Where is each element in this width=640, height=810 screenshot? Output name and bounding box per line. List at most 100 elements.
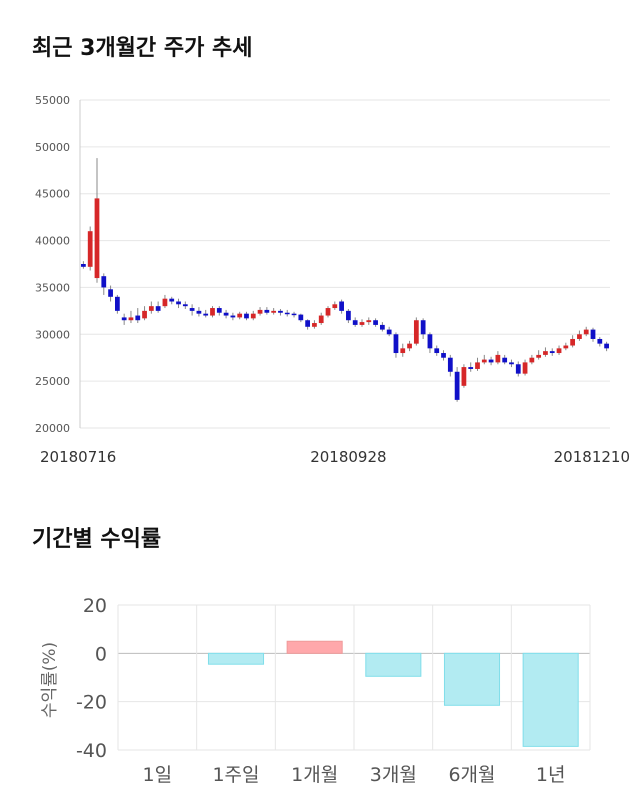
candle-body: [162, 298, 168, 307]
return-bar: [522, 652, 579, 747]
returns-x-axis: 1일 1주일 1개월 3개월 6개월 1년: [143, 764, 566, 786]
returns-bars: [207, 640, 579, 747]
candle-body: [264, 309, 270, 313]
returns-y-tick-label: 20: [83, 595, 107, 617]
candle-body: [427, 334, 433, 349]
candle-body: [522, 362, 528, 374]
candle-body: [359, 322, 365, 325]
returns-y-tick-label: 0: [95, 643, 107, 665]
candle-body: [339, 301, 344, 311]
candle-body: [325, 308, 331, 316]
candle-body: [413, 320, 419, 344]
stock-trend-chart: 20000 25000 30000 35000 40000 45000 50000 55000…: [35, 94, 630, 466]
candle-body: [155, 306, 161, 311]
trend-y-tick-label: 20000: [35, 422, 70, 435]
returns-y-tick-label: -40: [76, 740, 107, 762]
candle-body: [346, 310, 351, 321]
returns-x-tick-label: 1개월: [291, 764, 338, 786]
candle-body: [230, 315, 236, 318]
candle-body: [502, 357, 508, 363]
candle-body: [597, 338, 603, 344]
candle-body: [488, 359, 494, 363]
candle-body: [556, 348, 562, 354]
trend-section-title: 최근 3개월간 주가 추세: [32, 36, 253, 61]
candle-body: [590, 329, 596, 339]
candle-body: [447, 357, 453, 372]
candle-body: [529, 357, 535, 363]
candle-body: [543, 351, 548, 355]
returns-grid: [117, 604, 591, 751]
candle-body: [515, 364, 521, 374]
candle-body: [434, 348, 440, 354]
candle-body: [189, 308, 195, 311]
candle-body: [94, 198, 100, 279]
returns-y-axis: 20 0 -20 -40: [76, 595, 107, 762]
candle-body: [509, 362, 514, 365]
candle-body: [169, 298, 175, 302]
returns-section-title: 기간별 수익률: [32, 527, 162, 552]
candle-body: [549, 351, 555, 354]
candle-body: [420, 320, 426, 335]
trend-x-tick-label: 20181210: [554, 448, 630, 466]
candle-body: [475, 362, 480, 369]
candle-body: [386, 329, 392, 335]
return-bar: [207, 652, 265, 665]
candle-body: [216, 308, 222, 313]
candle-body: [577, 334, 582, 339]
return-bar: [286, 640, 343, 654]
candle-body: [87, 231, 93, 267]
candle-body: [128, 317, 134, 321]
candle-body: [291, 313, 297, 316]
candle-body: [142, 310, 147, 319]
candle-body: [461, 367, 467, 386]
trend-y-tick-label: 40000: [35, 235, 70, 248]
candle-body: [244, 313, 249, 319]
trend-x-axis: 20180716 20180928 20181210: [40, 448, 630, 466]
candle-body: [352, 320, 358, 325]
candle-body: [223, 312, 229, 316]
candle-body: [407, 343, 412, 349]
candle-body: [101, 276, 107, 288]
candle-body: [284, 312, 290, 315]
candle-body: [570, 338, 576, 346]
candle-body: [135, 315, 141, 321]
candle-body: [81, 264, 86, 267]
trend-y-tick-label: 25000: [35, 375, 70, 388]
returns-x-tick-label: 6개월: [448, 764, 495, 786]
returns-x-tick-label: 1주일: [212, 764, 259, 786]
candle-body: [318, 315, 324, 324]
returns-y-tick-label: -20: [76, 692, 107, 714]
candle-body: [481, 359, 487, 363]
candle-body: [366, 320, 372, 323]
candle-body: [250, 313, 256, 319]
candle-body: [454, 371, 460, 400]
candle-body: [400, 348, 406, 354]
return-bar: [365, 652, 422, 677]
candle-body: [196, 310, 202, 314]
candle-body: [271, 310, 277, 313]
candle-body: [114, 296, 120, 311]
candle-body: [121, 317, 127, 321]
trend-candles: [81, 158, 609, 402]
candle-body: [203, 313, 209, 316]
returns-y-axis-label: 수익률(%): [40, 642, 60, 718]
trend-x-tick-label: 20180928: [310, 448, 386, 466]
candle-body: [536, 354, 542, 358]
returns-x-tick-label: 1일: [143, 764, 173, 786]
candle-body: [583, 329, 589, 335]
candle-body: [604, 343, 609, 349]
candle-body: [393, 334, 399, 354]
trend-y-tick-label: 45000: [35, 188, 70, 201]
candle-body: [148, 306, 154, 311]
candle-body: [373, 320, 378, 325]
candle-body: [210, 308, 215, 316]
candle-body: [278, 310, 283, 313]
trend-y-axis: 20000 25000 30000 35000 40000 45000 50000 55000: [35, 94, 70, 435]
candle-body: [176, 301, 181, 305]
trend-y-tick-label: 35000: [35, 281, 70, 294]
trend-y-tick-label: 50000: [35, 141, 70, 154]
returns-x-tick-label: 1년: [536, 764, 566, 786]
candle-body: [108, 289, 113, 297]
candle-body: [298, 314, 304, 321]
